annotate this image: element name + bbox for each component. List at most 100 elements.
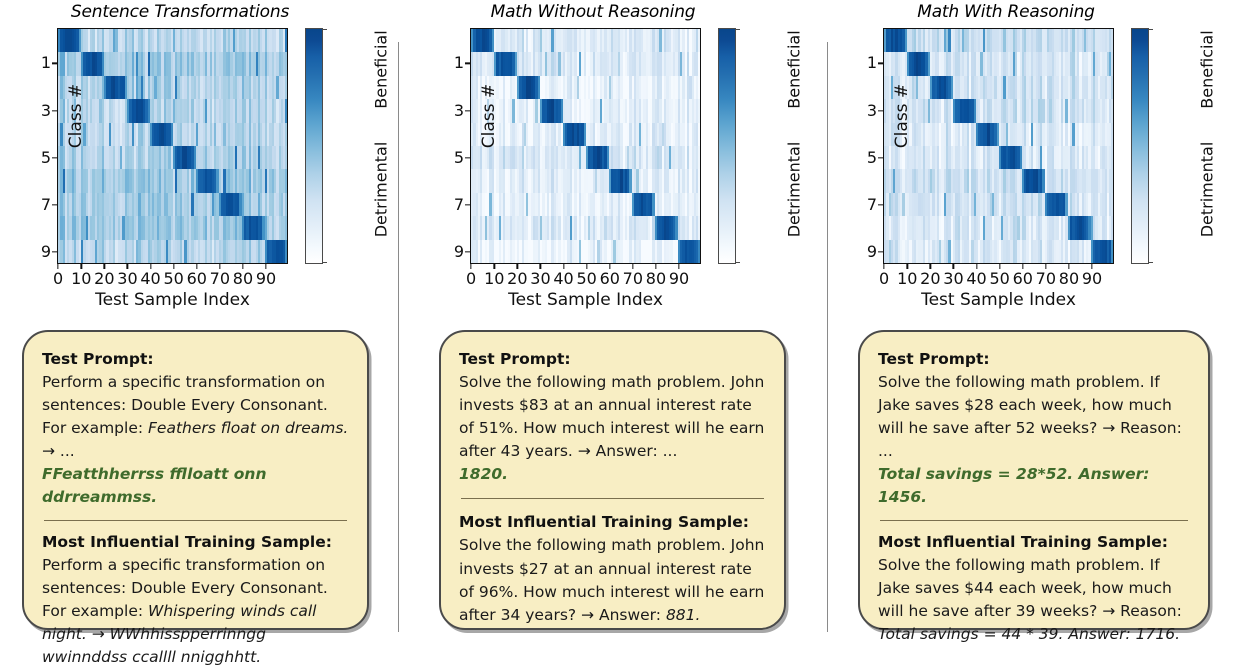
- heatmap-cell: [553, 169, 556, 193]
- heatmap-cell: [101, 29, 104, 53]
- heatmap-cell: [90, 192, 93, 217]
- heatmap-cell: [906, 29, 910, 53]
- heatmap-cell: [572, 52, 575, 76]
- heatmap-cell: [680, 75, 683, 100]
- x-tick-label: 90: [668, 269, 690, 288]
- heatmap-cell: [959, 192, 963, 217]
- heatmap-cell: [576, 52, 579, 76]
- heatmap-cell: [682, 192, 685, 217]
- heatmap-cell: [627, 52, 630, 76]
- x-tick-mark: [975, 264, 978, 269]
- heatmap-cell: [230, 29, 233, 53]
- x-tick-mark: [929, 264, 931, 269]
- heatmap-cell: [962, 239, 965, 263]
- heatmap-cell: [629, 169, 632, 193]
- heatmap-cell: [927, 99, 930, 123]
- heatmap-cell: [558, 239, 561, 263]
- heatmap-cell: [920, 216, 924, 240]
- heatmap-cell: [588, 52, 591, 76]
- heatmap-cell: [1028, 52, 1031, 76]
- heatmap-cell: [597, 192, 600, 217]
- heatmap-cell: [549, 169, 552, 193]
- heatmap-cell: [1053, 239, 1057, 263]
- heatmap-cell: [618, 169, 621, 193]
- heatmap-cell: [893, 216, 896, 240]
- heatmap-cell: [62, 239, 65, 263]
- heatmap-cell: [108, 192, 111, 217]
- heatmap-cell: [606, 122, 609, 146]
- heatmap-cell: [643, 29, 646, 53]
- heatmap-cell: [168, 52, 171, 76]
- heatmap-cell: [80, 239, 84, 263]
- heatmap-cell: [996, 216, 999, 240]
- heatmap-cell: [1021, 239, 1025, 263]
- heatmap-cell: [982, 169, 986, 193]
- test-prompt-section: Test Prompt: Solve the following math pr…: [459, 348, 766, 486]
- heatmap-cell: [539, 29, 543, 53]
- heatmap-cell: [1005, 122, 1009, 146]
- heatmap-cell: [1104, 75, 1107, 100]
- heatmap-cell: [902, 52, 905, 76]
- heatmap-cell: [253, 239, 256, 263]
- heatmap-cell: [1111, 75, 1113, 100]
- heatmap-cell: [241, 239, 245, 263]
- heatmap-cell: [195, 192, 199, 217]
- heatmap-cell: [939, 216, 942, 240]
- heatmap-cell: [241, 29, 245, 53]
- heatmap-cell: [156, 239, 160, 263]
- test-prompt-body: Solve the following math problem. John i…: [459, 371, 766, 486]
- heatmap-cell: [487, 29, 490, 53]
- heatmap-cell: [1049, 52, 1052, 76]
- heatmap-cell: [1104, 146, 1107, 170]
- heatmap-cell: [627, 99, 630, 123]
- heatmap-cell: [893, 192, 896, 217]
- heatmap-cell: [526, 216, 529, 240]
- heatmap-cell: [923, 99, 926, 123]
- heatmap-cell: [909, 52, 912, 76]
- heatmap-cell: [198, 99, 201, 123]
- heatmap-cell: [140, 99, 143, 123]
- heatmap-cell: [278, 29, 281, 53]
- heatmap-cell: [1010, 29, 1013, 53]
- heatmap-cell: [911, 169, 914, 193]
- heatmap-cell: [216, 192, 219, 217]
- heatmap-cell: [661, 75, 664, 100]
- heatmap-cell: [103, 29, 107, 53]
- heatmap-cell: [510, 99, 513, 123]
- heatmap-cell: [920, 99, 924, 123]
- heatmap-cell: [574, 52, 577, 76]
- heatmap-cell: [223, 239, 226, 263]
- heatmap-cell: [110, 192, 114, 217]
- heatmap-row: [884, 216, 1113, 240]
- heatmap-cell: [583, 52, 586, 76]
- heatmap-cell: [184, 169, 187, 193]
- heatmap-cell: [90, 216, 93, 240]
- heatmap-cell: [682, 29, 685, 53]
- heatmap-cell: [936, 192, 940, 217]
- heatmap-cell: [994, 52, 997, 76]
- heatmap-cell: [659, 192, 662, 217]
- heatmap-cell: [487, 239, 490, 263]
- heatmap-cell: [941, 99, 944, 123]
- heatmap-cell: [913, 122, 917, 146]
- heatmap-cell: [597, 216, 600, 240]
- x-tick-label: 90: [1081, 269, 1103, 288]
- heatmap-cell: [198, 239, 201, 263]
- heatmap-cell: [1014, 192, 1018, 217]
- heatmap-cell: [489, 99, 492, 123]
- heatmap-cell: [659, 52, 662, 76]
- heatmap-cell: [1074, 75, 1077, 100]
- heatmap-cell: [262, 122, 265, 146]
- heatmap-cell: [85, 75, 88, 100]
- heatmap-cell: [129, 52, 132, 76]
- heatmap-cell: [188, 239, 192, 263]
- heatmap-cell: [578, 216, 582, 240]
- heatmap-cell: [900, 192, 903, 217]
- heatmap-cell: [1090, 52, 1094, 76]
- heatmap-cell: [920, 52, 924, 76]
- heatmap-cell: [599, 239, 602, 263]
- heatmap-cell: [195, 122, 199, 146]
- heatmap-cell: [567, 239, 570, 263]
- heatmap-cell: [925, 216, 928, 240]
- heatmap-cell: [248, 239, 251, 263]
